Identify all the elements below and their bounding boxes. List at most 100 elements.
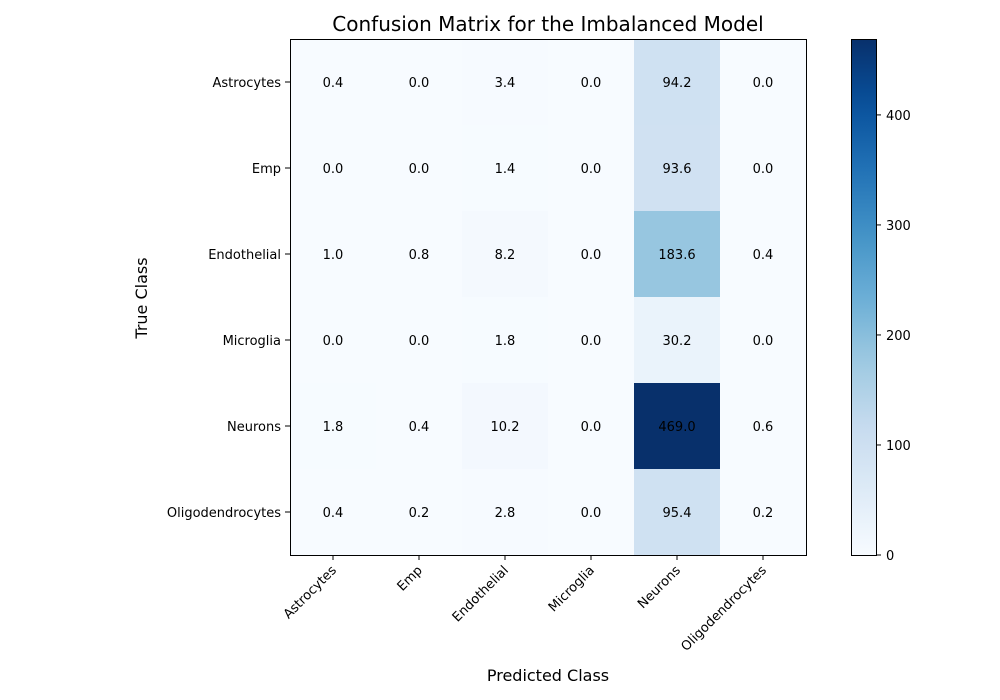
heatmap-cell [376, 211, 463, 298]
cell-value-label: 8.2 [495, 248, 516, 263]
cell-value-label: 1.8 [495, 334, 516, 349]
heatmap-cell [290, 125, 377, 212]
heatmap-cell [376, 39, 463, 126]
x-axis-label: Predicted Class [487, 666, 609, 685]
x-axis-ticks: Astrocytes Emp Endothelial Microglia Neurons… [281, 555, 770, 655]
y-tick-label: Emp [252, 162, 281, 177]
cell-value-label: 0.0 [581, 76, 602, 91]
colorbar-tick-label: 100 [886, 439, 911, 454]
cell-value-label: 3.4 [495, 76, 516, 91]
plot-frame [290, 39, 807, 556]
cell-value-label: 0.4 [753, 248, 774, 263]
heatmap-cell [720, 211, 807, 298]
colorbar-frame [851, 39, 877, 556]
cell-value-label: 1.4 [495, 162, 516, 177]
heatmap-cell [376, 383, 463, 470]
heatmap-cell [634, 125, 721, 212]
heatmap-cell [376, 125, 463, 212]
cell-value-label: 0.0 [409, 76, 430, 91]
heatmap-cells [290, 39, 807, 556]
heatmap-cell [634, 39, 721, 126]
y-axis-ticks: Astrocytes Emp Endothelial Microglia Neurons… [167, 76, 290, 521]
colorbar-tick-label: 400 [886, 109, 911, 124]
heatmap-cell [376, 469, 463, 556]
heatmap-cell [720, 469, 807, 556]
heatmap-cell [290, 211, 377, 298]
heatmap-cell [290, 297, 377, 384]
heatmap-cell-labels: 0.4 0.0 3.4 0.0 94.2 0.0 0.0 0.0 1.4 0.0 93.6 0.0 1.… [323, 76, 774, 521]
colorbar [851, 39, 876, 555]
heatmap-cell [462, 383, 549, 470]
cell-value-label: 0.0 [323, 334, 344, 349]
cell-value-label: 0.0 [753, 76, 774, 91]
y-axis-label: True Class [132, 257, 151, 339]
heatmap-cell [720, 297, 807, 384]
cell-value-label: 0.6 [753, 420, 774, 435]
cell-value-label: 0.8 [409, 248, 430, 263]
colorbar-tick-label: 200 [886, 329, 911, 344]
cell-value-label: 2.8 [495, 506, 516, 521]
heatmap-cell [634, 211, 721, 298]
cell-value-label: 0.2 [409, 506, 430, 521]
cell-value-label: 0.4 [323, 506, 344, 521]
cell-value-label: 0.2 [753, 506, 774, 521]
cell-value-label: 10.2 [491, 420, 520, 435]
y-tick-label: Oligodendrocytes [167, 506, 281, 521]
heatmap-cell [462, 211, 549, 298]
cell-value-label: 0.0 [409, 162, 430, 177]
heatmap-cell [462, 297, 549, 384]
heatmap-cell [376, 297, 463, 384]
cell-value-label: 0.0 [323, 162, 344, 177]
x-tick-label: Neurons [635, 563, 684, 612]
heatmap-cell [462, 125, 549, 212]
cell-value-label: 0.0 [581, 334, 602, 349]
cell-value-label: 0.0 [581, 248, 602, 263]
cell-value-label: 94.2 [663, 76, 692, 91]
cell-value-label: 1.0 [323, 248, 344, 263]
x-tick-label: Emp [395, 563, 426, 594]
cell-value-label: 0.0 [581, 420, 602, 435]
y-tick-label: Astrocytes [213, 76, 282, 91]
y-tick-label: Microglia [223, 334, 281, 349]
heatmap-cell [720, 383, 807, 470]
heatmap-cell [634, 297, 721, 384]
heatmap-cell [548, 469, 635, 556]
heatmap-cell [720, 39, 807, 126]
cell-value-label: 0.0 [753, 334, 774, 349]
x-tick-label: Microglia [546, 563, 598, 615]
cell-value-label: 93.6 [663, 162, 692, 177]
cell-value-label: 0.4 [323, 76, 344, 91]
colorbar-tick-label: 300 [886, 219, 911, 234]
heatmap-cell [462, 469, 549, 556]
x-tick-label: Endothelial [450, 563, 512, 625]
colorbar-ticks: 0 100 200 300 400 [876, 109, 911, 564]
heatmap-cell [548, 383, 635, 470]
heatmap-cell [290, 383, 377, 470]
heatmap-cell [548, 39, 635, 126]
cell-value-label: 1.8 [323, 420, 344, 435]
heatmap-cell [634, 469, 721, 556]
cell-value-label: 0.0 [581, 162, 602, 177]
heatmap-cell [720, 125, 807, 212]
x-tick-label: Astrocytes [281, 563, 340, 622]
heatmap-cell [548, 125, 635, 212]
heatmap-cell [290, 469, 377, 556]
cell-value-label: 0.0 [409, 334, 430, 349]
cell-value-label: 30.2 [663, 334, 692, 349]
cell-value-label: 183.6 [658, 248, 695, 263]
cell-value-label: 95.4 [663, 506, 692, 521]
heatmap-cell [634, 383, 721, 470]
x-tick-label: Oligodendrocytes [679, 563, 770, 654]
colorbar-tick-label: 0 [886, 549, 894, 564]
cell-value-label: 0.0 [753, 162, 774, 177]
heatmap-cell [290, 39, 377, 126]
heatmap-cell [462, 39, 549, 126]
cell-value-label: 0.0 [581, 506, 602, 521]
cell-value-label: 469.0 [658, 420, 695, 435]
cell-value-label: 0.4 [409, 420, 430, 435]
y-tick-label: Endothelial [208, 248, 281, 263]
heatmap-cell [548, 297, 635, 384]
heatmap-cell [548, 211, 635, 298]
chart-title: Confusion Matrix for the Imbalanced Mode… [332, 12, 763, 36]
